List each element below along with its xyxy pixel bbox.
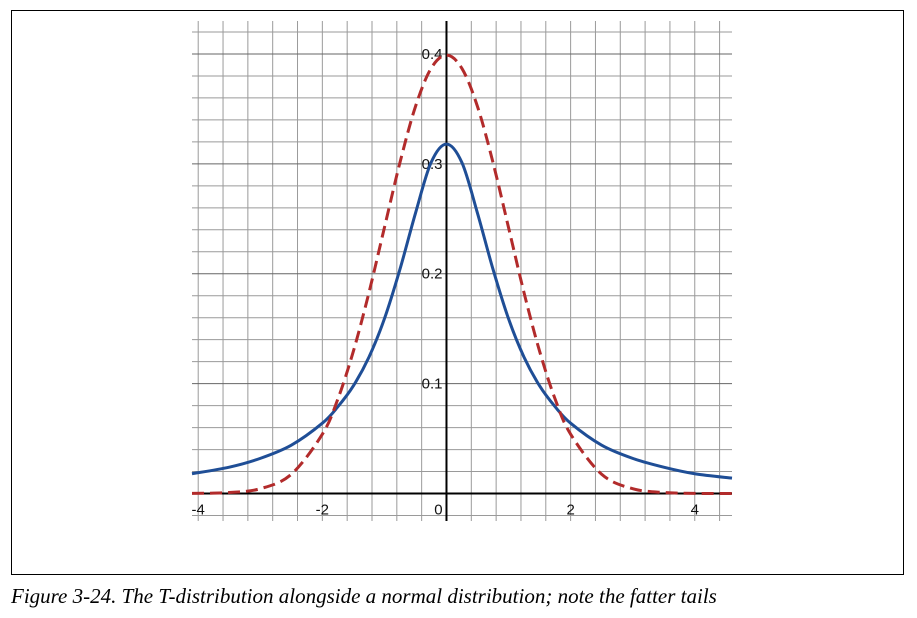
chart-plot: -4 -2 0 2 4 0.1 0.2 0.3 0.4 [191, 21, 733, 521]
figure-caption: Figure 3-24. The T-distribution alongsid… [11, 584, 717, 608]
y-tick-label: 0.1 [422, 376, 443, 393]
x-tick-label: -4 [192, 502, 205, 519]
x-tick-label: -2 [316, 502, 329, 519]
t-distribution-line [191, 142, 733, 480]
y-tick-label: 0.3 [422, 156, 443, 173]
x-tick-label: 0 [434, 502, 442, 519]
x-tick-label: 2 [566, 502, 574, 519]
chart-frame: -4 -2 0 2 4 0.1 0.2 0.3 0.4 [11, 10, 904, 575]
normal-distribution-line [191, 53, 733, 496]
y-tick-label: 0.4 [422, 46, 443, 63]
x-tick-label: 4 [691, 502, 699, 519]
y-tick-label: 0.2 [422, 266, 443, 283]
